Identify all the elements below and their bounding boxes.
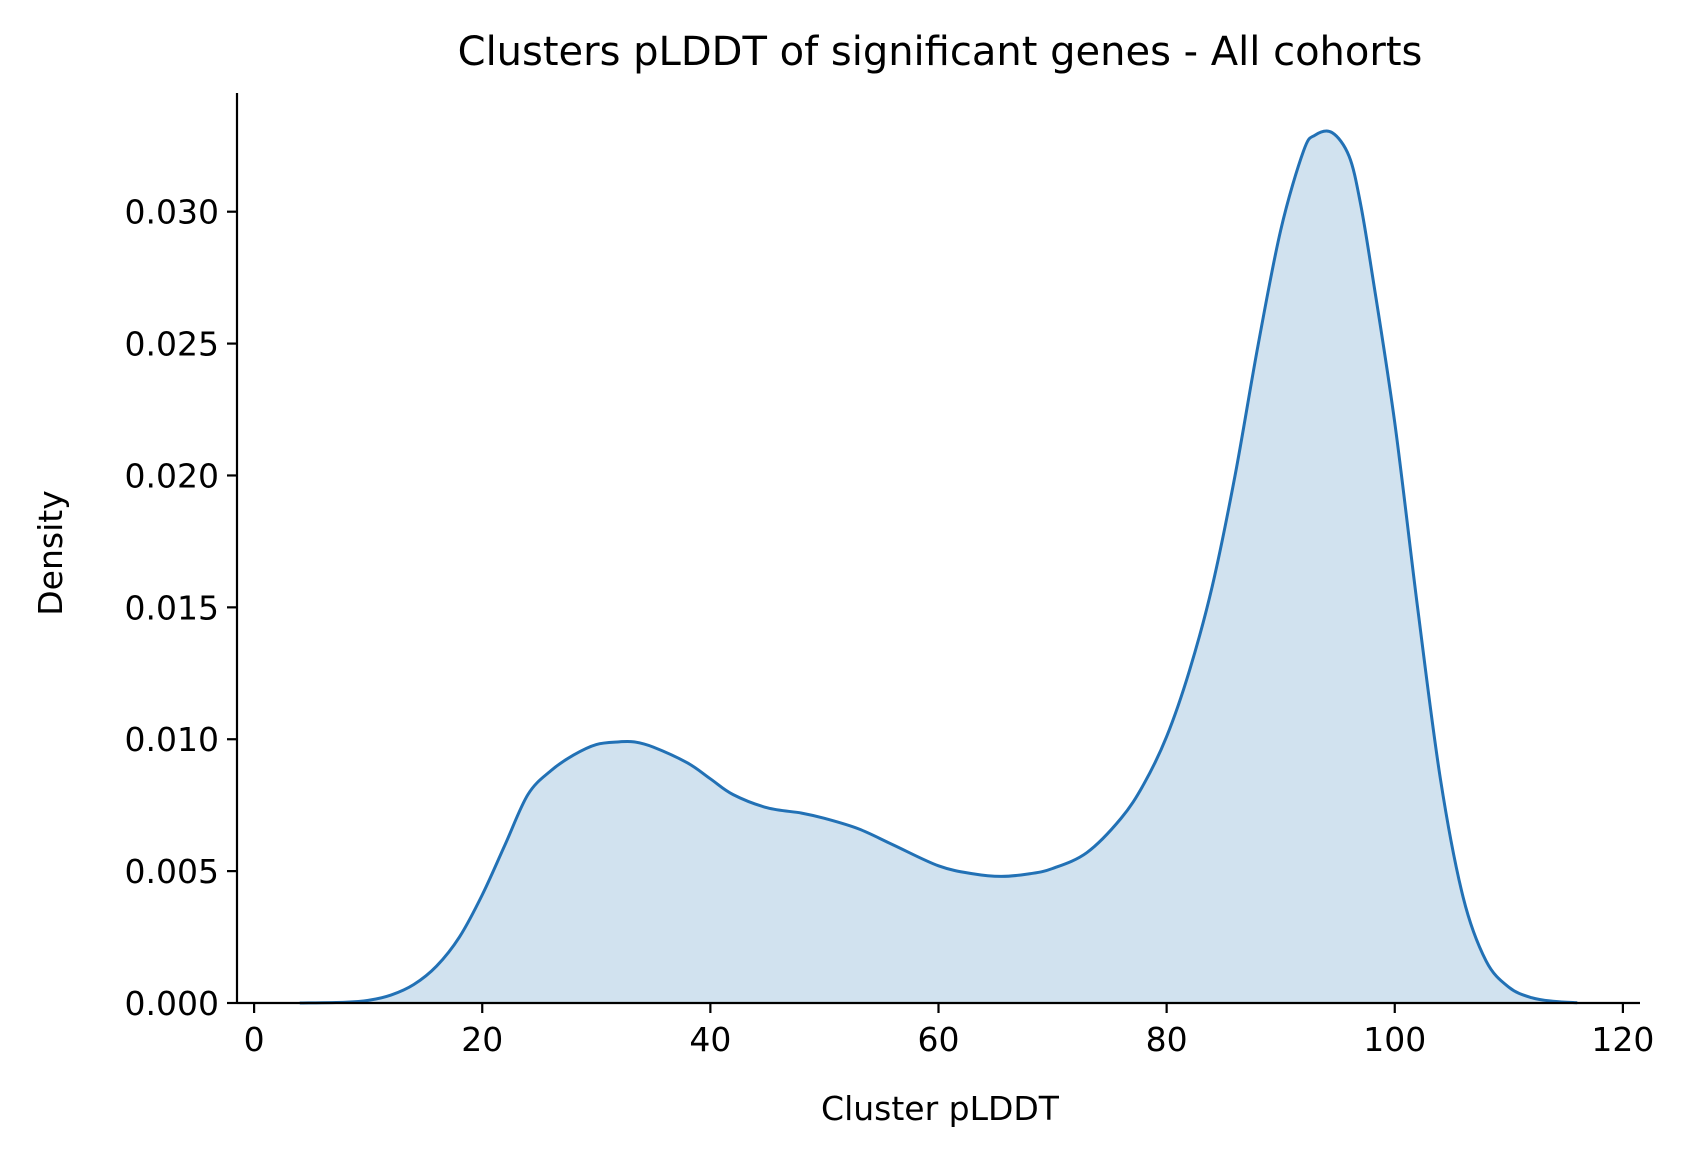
y-axis-ticks: 0.000 0.005 0.010 0.015 0.020 0.025 0.030 [125, 193, 237, 1023]
y-axis-label: Density [31, 490, 70, 615]
x-tick-label: 0 [244, 1020, 265, 1059]
x-tick-label: 100 [1363, 1020, 1426, 1059]
plot-area [299, 129, 1578, 1005]
x-axis-label: Cluster pLDDT [821, 1089, 1060, 1128]
y-tick-label: 0.025 [125, 325, 219, 364]
y-tick-label: 0.010 [125, 720, 219, 759]
x-tick-label: 60 [918, 1020, 960, 1059]
x-tick-label: 120 [1591, 1020, 1654, 1059]
x-tick-label: 40 [689, 1020, 731, 1059]
y-tick-label: 0.030 [125, 193, 219, 232]
density-curve-line [299, 129, 1578, 1005]
x-tick-label: 20 [461, 1020, 503, 1059]
x-axis-ticks: 0 20 40 60 80 100 120 [244, 1003, 1654, 1059]
y-tick-label: 0.005 [125, 852, 219, 891]
chart-title: Clusters pLDDT of significant genes - Al… [458, 29, 1423, 75]
y-tick-label: 0.015 [125, 588, 219, 627]
y-tick-label: 0.000 [125, 984, 219, 1023]
y-tick-label: 0.020 [125, 456, 219, 495]
x-tick-label: 80 [1146, 1020, 1188, 1059]
